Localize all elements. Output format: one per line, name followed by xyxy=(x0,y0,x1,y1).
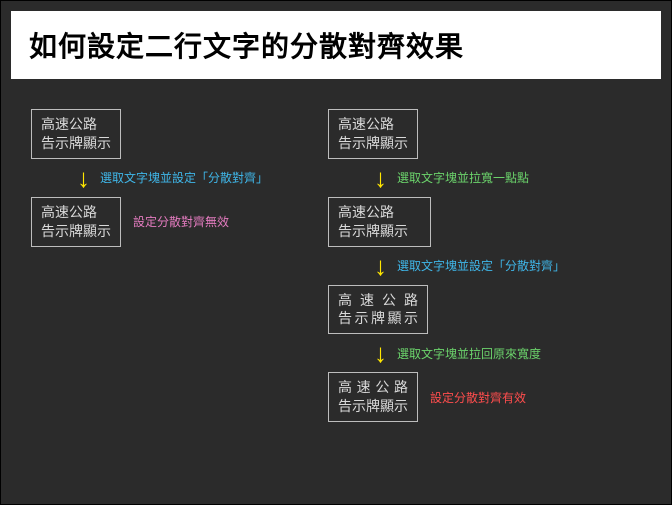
right-step-2: ↓ 選取文字塊並設定「分散對齊」 xyxy=(374,253,565,279)
left-node-2: 高速公路 告示牌顯示 xyxy=(31,197,121,247)
right-step-3-label: 選取文字塊並拉回原來寬度 xyxy=(397,345,541,362)
node-line1: 高速公路 xyxy=(41,204,97,220)
arrow-down-icon: ↓ xyxy=(374,165,387,191)
node-line2: 告示牌顯示 xyxy=(338,309,418,328)
right-step-1: ↓ 選取文字塊並拉寬一點點 xyxy=(374,165,529,191)
node-line1: 高 速 公 路 xyxy=(338,378,408,397)
left-node-1: 高速公路 告示牌顯示 xyxy=(31,109,121,159)
left-step-1-label: 選取文字塊並設定「分散對齊」 xyxy=(100,169,268,186)
left-flow: 高速公路 告示牌顯示 ↓ 選取文字塊並設定「分散對齊」 高速公路 告示牌顯示 設… xyxy=(31,109,268,422)
right-flow: 高速公路 告示牌顯示 ↓ 選取文字塊並拉寬一點點 高速公路 告示牌顯示 ↓ 選取… xyxy=(328,109,565,422)
node-line1: 高速公路 xyxy=(41,116,97,132)
right-node-1: 高速公路 告示牌顯示 xyxy=(328,109,418,159)
node-line2: 告示牌顯示 xyxy=(41,223,111,239)
right-node-3: 高 速 公 路 告示牌顯示 xyxy=(328,285,428,335)
right-node-2: 高速公路 告示牌顯示 xyxy=(328,197,431,247)
node-line2: 告示牌顯示 xyxy=(338,135,408,151)
right-result-row: 高 速 公 路 告示牌顯示 設定分散對齊有效 xyxy=(328,372,526,422)
node-line2: 告示牌顯示 xyxy=(41,135,111,151)
right-step-1-label: 選取文字塊並拉寬一點點 xyxy=(397,169,529,186)
node-line2: 告示牌顯示 xyxy=(338,223,408,239)
node-line1: 高速公路 xyxy=(338,204,394,220)
arrow-down-icon: ↓ xyxy=(374,253,387,279)
page-title: 如何設定二行文字的分散對齊效果 xyxy=(11,11,661,79)
arrow-down-icon: ↓ xyxy=(77,165,90,191)
diagram-columns: 高速公路 告示牌顯示 ↓ 選取文字塊並設定「分散對齊」 高速公路 告示牌顯示 設… xyxy=(11,109,661,422)
left-step-1: ↓ 選取文字塊並設定「分散對齊」 xyxy=(77,165,268,191)
right-node-4: 高 速 公 路 告示牌顯示 xyxy=(328,372,418,422)
right-result-note: 設定分散對齊有效 xyxy=(430,389,526,406)
slide-frame: 如何設定二行文字的分散對齊效果 高速公路 告示牌顯示 ↓ 選取文字塊並設定「分散… xyxy=(0,0,672,505)
node-line2: 告示牌顯示 xyxy=(338,397,408,416)
node-line1: 高速公路 xyxy=(338,116,394,132)
right-step-2-label: 選取文字塊並設定「分散對齊」 xyxy=(397,257,565,274)
left-result-note: 設定分散對齊無效 xyxy=(133,213,229,230)
node-line1: 高 速 公 路 xyxy=(338,291,418,310)
right-step-3: ↓ 選取文字塊並拉回原來寬度 xyxy=(374,340,541,366)
left-result-row: 高速公路 告示牌顯示 設定分散對齊無效 xyxy=(31,197,229,247)
arrow-down-icon: ↓ xyxy=(374,340,387,366)
